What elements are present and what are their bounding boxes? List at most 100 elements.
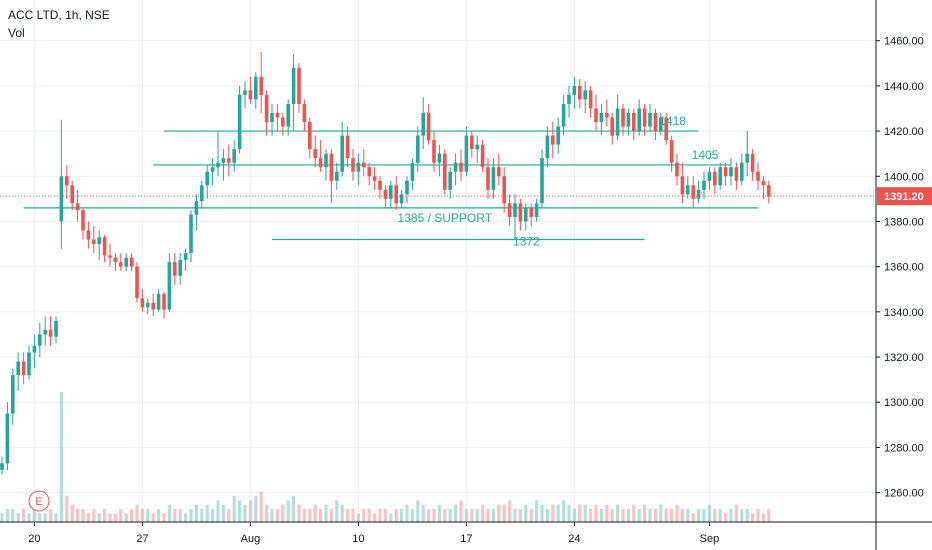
candle-body bbox=[302, 103, 307, 123]
candle-body bbox=[108, 255, 112, 258]
trend-line-label-0: 1418 bbox=[659, 114, 686, 128]
candle-body bbox=[70, 185, 74, 204]
y-tick-label: 1400.00 bbox=[884, 171, 924, 183]
candle-body bbox=[16, 361, 20, 376]
candle-body bbox=[97, 237, 101, 245]
volume-bar bbox=[367, 509, 371, 522]
volume-bar bbox=[200, 509, 204, 522]
volume-bar bbox=[502, 504, 506, 522]
candle-body bbox=[259, 76, 263, 95]
volume-bar bbox=[221, 504, 225, 522]
candle-body bbox=[567, 94, 571, 104]
volume-bar bbox=[211, 509, 215, 522]
volume-bar bbox=[59, 392, 63, 522]
candle-body bbox=[426, 112, 431, 141]
candle-body bbox=[669, 140, 674, 163]
volume-bar bbox=[65, 496, 69, 522]
volume-label[interactable]: Vol bbox=[8, 26, 25, 40]
volume-bar bbox=[616, 504, 620, 522]
volume-bar bbox=[653, 509, 657, 522]
candle-body bbox=[432, 140, 436, 163]
volume-bar bbox=[216, 500, 220, 522]
volume-bar bbox=[178, 509, 182, 522]
volume-bar bbox=[518, 509, 522, 522]
volume-bar bbox=[275, 509, 279, 522]
candle-body bbox=[464, 135, 469, 172]
candle-body bbox=[173, 262, 177, 276]
volume-bar bbox=[459, 500, 463, 522]
volume-bar bbox=[427, 509, 431, 522]
volume-bar bbox=[621, 509, 625, 522]
volume-bar bbox=[535, 500, 539, 522]
volume-bar bbox=[43, 513, 47, 522]
volume-bar bbox=[551, 504, 555, 522]
candle-body bbox=[605, 112, 609, 118]
candle-body bbox=[291, 67, 296, 104]
candle-body bbox=[470, 135, 474, 150]
volume-bar bbox=[281, 504, 285, 522]
candle-body bbox=[648, 112, 652, 127]
candle-body bbox=[610, 117, 614, 136]
candle-body bbox=[248, 90, 253, 100]
candle-body bbox=[502, 176, 506, 204]
volume-bar bbox=[443, 509, 447, 522]
volume-bar bbox=[113, 513, 117, 522]
x-tick-label: Sep bbox=[700, 533, 720, 545]
candle-body bbox=[313, 149, 317, 159]
candle-body bbox=[21, 361, 26, 376]
volume-bar bbox=[319, 509, 323, 522]
candle-body bbox=[345, 135, 350, 159]
volume-bar bbox=[670, 509, 674, 522]
candle-body bbox=[0, 463, 4, 471]
trend-line-label-2: 1385 / SUPPORT bbox=[398, 211, 493, 225]
grid-lines bbox=[0, 0, 876, 522]
volume-bar bbox=[394, 509, 398, 522]
candle-body bbox=[588, 90, 593, 109]
volume-bar bbox=[286, 500, 290, 522]
candle-body bbox=[237, 94, 242, 150]
x-tick-label: 20 bbox=[28, 533, 40, 545]
candle-body bbox=[11, 375, 15, 414]
trend-lines[interactable]: 1418 1405 1385 / SUPPORT 1372 bbox=[23, 114, 758, 249]
candle-body bbox=[696, 189, 701, 199]
candle-body bbox=[113, 257, 118, 263]
candle-body bbox=[518, 203, 523, 222]
candle-body bbox=[281, 117, 285, 127]
event-marker-icon[interactable]: E bbox=[28, 490, 50, 512]
candle-body bbox=[119, 262, 123, 267]
volume-bar bbox=[756, 509, 760, 522]
volume-bar bbox=[556, 504, 560, 522]
candle-body bbox=[475, 144, 479, 150]
volume-bar bbox=[729, 509, 733, 522]
volume-bar bbox=[124, 513, 128, 522]
candle-body bbox=[362, 162, 366, 168]
candle-body bbox=[529, 207, 533, 217]
candle-body bbox=[405, 180, 409, 195]
candle-body bbox=[583, 90, 587, 100]
volume-bar bbox=[643, 504, 647, 522]
volume-bar bbox=[16, 513, 20, 522]
symbol-title[interactable]: ACC LTD, 1h, NSE bbox=[8, 8, 110, 22]
volume-bar bbox=[610, 509, 614, 522]
volume-bar bbox=[437, 504, 441, 522]
candle-body bbox=[383, 189, 388, 199]
volume-bar bbox=[27, 513, 31, 522]
candle-body bbox=[637, 108, 641, 132]
candle-body bbox=[124, 257, 128, 267]
candle-body bbox=[167, 262, 172, 310]
candle-body bbox=[421, 112, 425, 136]
volume-bar bbox=[475, 509, 479, 522]
volume-bar bbox=[740, 509, 744, 522]
candle-body bbox=[43, 329, 47, 335]
candle-body bbox=[443, 153, 447, 190]
volume-bar bbox=[448, 509, 452, 522]
volume-bar bbox=[383, 509, 387, 522]
candle-body bbox=[356, 162, 361, 172]
x-tick-label: 27 bbox=[136, 533, 148, 545]
y-tick-label: 1440.00 bbox=[884, 81, 924, 93]
candle-body bbox=[92, 239, 96, 245]
volume-bar bbox=[491, 509, 495, 522]
candle-body bbox=[286, 103, 290, 127]
